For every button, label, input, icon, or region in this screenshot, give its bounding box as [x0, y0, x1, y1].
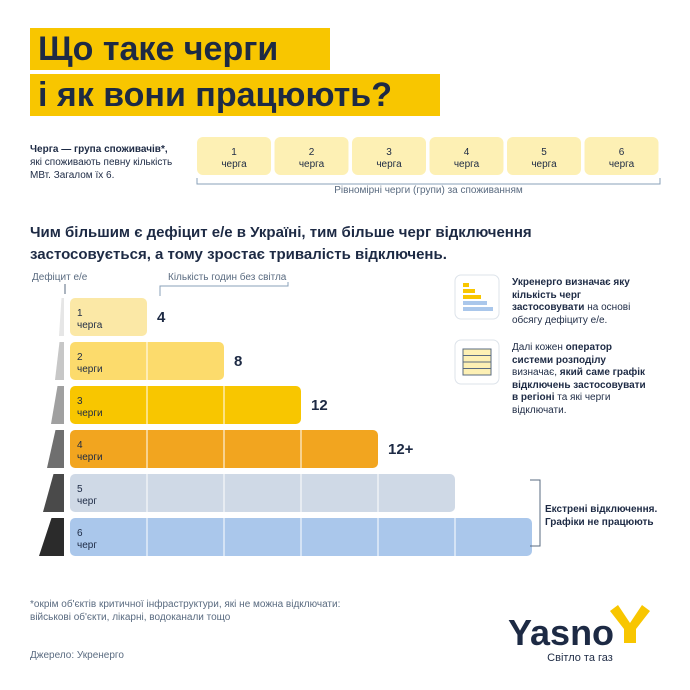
deficit-wedge — [51, 386, 64, 424]
text-part: на основі обсягу дефіциту е/е. — [512, 302, 631, 326]
bar-number: 1 — [77, 308, 83, 319]
deficit-label: Дефіцит е/е — [32, 272, 88, 283]
title-highlight — [30, 28, 330, 70]
icon-bars — [463, 289, 475, 293]
bar-label: черги — [77, 452, 103, 463]
source: Джерело: Укренерго — [30, 650, 124, 661]
queue-box — [507, 137, 581, 175]
bar-hours: 8 — [234, 353, 243, 370]
bar — [70, 298, 147, 336]
bar-hours: 12 — [311, 397, 328, 414]
title-highlight — [30, 74, 440, 116]
headline: Чим більшим є дефіцит е/е в Україні, тим… — [30, 224, 532, 263]
deficit-wedge — [43, 474, 64, 512]
info-text: Далі кожен оператор системи розподілу ви… — [512, 342, 652, 417]
footnote: *окрім об'єктів критичної інфраструктури… — [30, 599, 341, 623]
bar-label: черга — [77, 320, 103, 331]
definition: Черга — група споживачів*, які споживают… — [30, 143, 180, 182]
bar-label: черги — [77, 364, 103, 375]
queue-box — [197, 137, 271, 175]
hours-label: Кількість годин без світла — [168, 272, 287, 283]
bar-hours: 12+ — [388, 441, 414, 458]
bar-hours: 4 — [157, 309, 166, 326]
logo-name: Yasno — [508, 612, 615, 653]
deficit-wedge — [59, 298, 64, 336]
logo-mark — [610, 605, 650, 643]
queue-number: 6 — [618, 147, 625, 158]
text-part: Далі кожен — [512, 342, 566, 353]
deficit-wedge — [47, 430, 64, 468]
queue-label: черга — [298, 159, 325, 170]
queue-box — [584, 137, 659, 175]
emergency-bracket — [530, 479, 541, 547]
queue-label: черга — [453, 159, 480, 170]
text-part: оператор системи розподілу — [512, 342, 613, 366]
queue-label: черга — [221, 159, 247, 170]
bar — [70, 386, 301, 424]
queue-number: 2 — [308, 147, 315, 158]
text-part: який саме графік відключень застосовуват… — [512, 367, 646, 403]
deficit-wedge — [39, 518, 64, 556]
bar-label: черги — [77, 408, 103, 419]
queues-caption: Рівномірні черги (групи) за споживанням — [197, 185, 660, 196]
bar — [70, 474, 455, 512]
queue-box — [429, 137, 504, 175]
queue-label: черга — [608, 159, 635, 170]
hours-bracket — [159, 282, 289, 296]
deficit-wedge — [55, 342, 64, 380]
queue-box — [274, 137, 349, 175]
text-part: Укренерго визначає яку кількість черг за… — [512, 277, 630, 313]
bar-number: 3 — [77, 396, 83, 407]
logo-tagline: Світло та газ — [547, 652, 613, 664]
queue-number: 3 — [386, 147, 392, 158]
emergency-note: Екстрені відключення. Графіки не працюют… — [545, 504, 658, 528]
queue-label: черга — [376, 159, 402, 170]
queue-number: 1 — [231, 147, 237, 158]
bracket — [196, 178, 661, 185]
info-text: Укренерго визначає яку кількість черг за… — [512, 277, 652, 327]
icon-bars — [463, 307, 493, 311]
icon-bars — [463, 283, 469, 287]
bar-number: 5 — [77, 484, 83, 495]
bar-label: черг — [77, 540, 97, 551]
bar-number: 6 — [77, 528, 83, 539]
text-part: які споживають певну кількість МВт. Зага… — [30, 157, 173, 181]
bar-number: 4 — [77, 440, 83, 451]
title-line: Що таке черги — [38, 30, 279, 68]
text-part: визначає, — [512, 367, 560, 378]
queue-number: 5 — [541, 147, 547, 158]
title-line: і як вони працюють? — [38, 76, 392, 114]
queue-number: 4 — [463, 147, 470, 158]
text-part: Черга — група споживачів*, — [30, 144, 168, 155]
icon-bars — [463, 295, 481, 299]
icon-bars — [463, 301, 487, 305]
bar-number: 2 — [77, 352, 83, 363]
queue-box — [352, 137, 426, 175]
bar-label: черг — [77, 496, 97, 507]
text-part: та які черги відключати. — [512, 392, 611, 416]
queue-label: черга — [531, 159, 557, 170]
